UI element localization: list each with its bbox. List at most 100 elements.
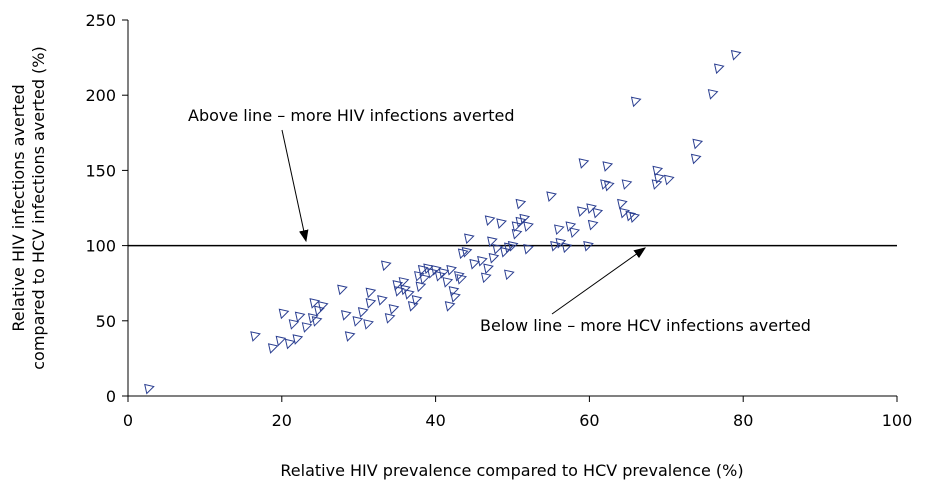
point	[438, 268, 450, 279]
point	[275, 335, 287, 347]
point	[483, 263, 494, 275]
point	[600, 179, 611, 190]
point	[690, 153, 702, 165]
point	[365, 287, 377, 299]
point	[392, 280, 404, 291]
point	[314, 305, 325, 317]
point	[288, 319, 300, 330]
x-tick-label: 0	[123, 411, 133, 430]
y-tick-label: 250	[85, 11, 116, 30]
point	[477, 255, 488, 267]
point	[454, 271, 465, 282]
point	[555, 237, 567, 249]
point	[484, 215, 496, 227]
point	[511, 228, 523, 240]
point	[653, 173, 665, 184]
point	[292, 334, 304, 345]
point	[311, 316, 323, 327]
point	[357, 307, 369, 318]
point	[384, 313, 396, 324]
x-tick-label: 20	[272, 411, 292, 430]
point	[144, 383, 155, 395]
point	[492, 243, 504, 255]
point	[388, 304, 400, 315]
point	[578, 158, 590, 169]
point	[340, 310, 352, 321]
arrow	[281, 129, 309, 243]
point	[692, 138, 704, 150]
point	[496, 218, 507, 230]
point	[602, 161, 614, 172]
point	[423, 263, 434, 275]
point	[713, 63, 725, 75]
point	[446, 265, 457, 276]
point	[561, 242, 573, 254]
point	[267, 343, 279, 354]
point	[352, 316, 364, 327]
point	[546, 191, 557, 202]
point	[278, 308, 290, 320]
point	[442, 277, 454, 288]
point	[419, 274, 431, 285]
point	[730, 49, 742, 61]
point	[284, 338, 296, 350]
point	[365, 298, 377, 309]
point	[411, 295, 423, 306]
point	[487, 236, 498, 248]
point	[625, 210, 637, 222]
arrow	[551, 247, 646, 315]
x-tick-label: 100	[882, 411, 913, 430]
point	[337, 284, 348, 296]
point	[464, 233, 475, 245]
point	[377, 295, 388, 306]
y-tick-label: 150	[85, 161, 116, 180]
point	[380, 260, 392, 272]
point	[577, 206, 588, 218]
point	[617, 198, 628, 210]
point	[515, 198, 527, 210]
point	[503, 269, 515, 281]
point	[394, 286, 405, 297]
point	[344, 331, 356, 342]
point	[309, 298, 321, 309]
point	[603, 180, 615, 192]
point	[415, 281, 427, 293]
point	[587, 219, 599, 231]
point	[586, 203, 597, 214]
point	[619, 207, 631, 219]
point	[294, 311, 306, 323]
point	[583, 240, 594, 252]
x-tick-label: 60	[579, 411, 599, 430]
y-tick-label: 0	[106, 387, 116, 406]
x-tick-label: 40	[425, 411, 445, 430]
y-tick-label: 50	[96, 312, 116, 331]
point	[652, 165, 664, 177]
point	[301, 322, 313, 333]
x-axis-label: Relative HIV prevalence compared to HCV …	[280, 461, 743, 480]
point	[565, 221, 577, 233]
point	[488, 252, 500, 264]
point	[511, 221, 523, 233]
point	[450, 292, 461, 303]
point	[448, 286, 460, 297]
point	[629, 212, 640, 224]
y-tick-label: 100	[85, 237, 116, 256]
point	[523, 221, 534, 233]
point	[430, 265, 442, 276]
point	[404, 289, 415, 300]
point	[630, 96, 642, 108]
point	[550, 240, 561, 252]
point	[500, 246, 511, 258]
point	[400, 284, 411, 296]
point	[569, 227, 581, 239]
point	[407, 301, 419, 312]
point	[707, 89, 719, 100]
point	[651, 179, 663, 190]
point	[519, 213, 531, 225]
point	[507, 240, 519, 252]
point	[444, 301, 456, 312]
point	[317, 301, 329, 312]
y-tick-label: 200	[85, 86, 116, 105]
point	[398, 277, 410, 288]
